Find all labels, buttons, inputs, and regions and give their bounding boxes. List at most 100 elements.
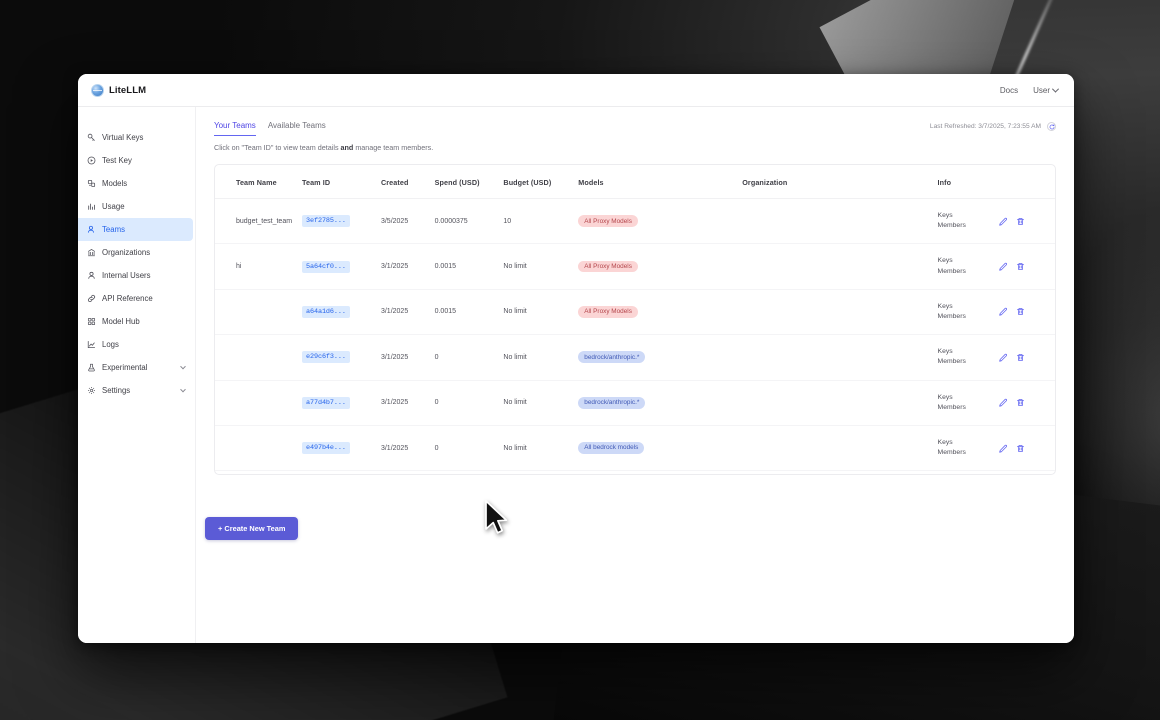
team-id-link[interactable]: a77d4b7... — [302, 396, 350, 409]
cell-actions — [998, 289, 1055, 336]
cell-budget: No limit — [503, 470, 579, 474]
row-actions — [998, 353, 1055, 362]
docs-link[interactable]: Docs — [999, 85, 1019, 95]
cell-models: All bedrock models — [578, 425, 743, 472]
sidebar-item-test-key[interactable]: Test Key — [78, 149, 193, 172]
teams-table-head: Team Name Team ID Created Spend (USD) Budget… — [215, 165, 1055, 199]
trash-icon[interactable] — [1016, 307, 1025, 316]
page-subtitle: Click on "Team ID" to view team details … — [214, 143, 1056, 152]
sidebar-item-virtual-keys[interactable]: Virtual Keys — [78, 126, 193, 149]
cell-info: Keys Members — [937, 334, 999, 381]
info-line[interactable]: Members — [937, 403, 966, 411]
cell-info: Keys Members — [937, 243, 999, 290]
info-line[interactable]: Keys — [937, 438, 953, 446]
trash-icon[interactable] — [1016, 217, 1025, 226]
sidebar-item-label: Virtual Keys — [102, 133, 144, 142]
line-chart-icon — [87, 340, 96, 349]
cell-spend: 0 — [434, 334, 504, 381]
sidebar-item-label: Teams — [102, 225, 125, 234]
flask-icon — [87, 363, 96, 372]
sidebar-item-models[interactable]: Models — [78, 172, 193, 195]
cell-spend: 0.0015 — [434, 470, 504, 474]
info-line[interactable]: Keys — [937, 212, 953, 219]
sidebar-item-label: Settings — [102, 386, 131, 395]
sidebar-item-model-hub[interactable]: Model Hub — [78, 310, 193, 333]
team-id-link[interactable]: e29c6f3... — [302, 351, 350, 364]
table-column-header: Spend (USD) — [434, 165, 504, 199]
team-id-link[interactable]: e497b4e... — [302, 442, 350, 455]
sidebar-nav: Virtual Keys Test Key Models Usage Teams Orga… — [78, 107, 196, 643]
sidebar-item-internal-users[interactable]: Internal Users — [78, 264, 193, 287]
cell-spend: 0.0015 — [434, 289, 504, 336]
stack-icon — [87, 179, 96, 188]
sidebar-item-logs[interactable]: Logs — [78, 333, 193, 356]
info-line[interactable]: Members — [937, 222, 966, 230]
tab-your-teams[interactable]: Your Teams — [214, 121, 256, 136]
team-id-link[interactable]: a64a1d6... — [302, 305, 350, 318]
sidebar-item-organizations[interactable]: Organizations — [78, 241, 193, 264]
info-line[interactable]: Keys — [937, 302, 953, 310]
sidebar-item-teams[interactable]: Teams — [78, 218, 193, 241]
user-menu[interactable]: User — [1033, 85, 1060, 95]
info-line[interactable]: Keys — [937, 348, 953, 356]
refresh-icon[interactable] — [1047, 122, 1056, 131]
edit-icon[interactable] — [998, 217, 1008, 226]
info-line[interactable]: Keys — [937, 393, 953, 401]
info-line[interactable]: Members — [937, 267, 966, 275]
cell-team-id: e29c6f3... — [302, 334, 381, 381]
table-row: a64a1d6... 3/1/2025 0.0015 No limit All Prox… — [215, 289, 1055, 336]
table-column-header: Team Name — [215, 165, 303, 199]
info-line[interactable]: Members — [937, 312, 966, 320]
cell-team-id: a77d4b7... — [302, 380, 381, 426]
cell-created: 3/5/2025 — [380, 198, 435, 245]
cell-actions — [998, 334, 1055, 381]
cell-organization — [742, 243, 938, 290]
cell-budget: No limit — [503, 380, 579, 426]
cell-created: 3/1/2025 — [380, 243, 435, 290]
cell-created: 3/1/2025 — [380, 289, 435, 336]
trash-icon[interactable] — [1016, 353, 1025, 362]
cell-actions — [998, 243, 1055, 290]
main-header: Your Teams Available Teams Last Refreshed… — [214, 121, 1056, 136]
info-line[interactable]: Members — [937, 358, 966, 366]
cell-organization — [742, 470, 938, 474]
sidebar-item-label: Usage — [102, 202, 125, 211]
team-id-link[interactable]: 5a64cf0... — [302, 260, 350, 273]
cell-organization — [742, 289, 938, 336]
edit-icon[interactable] — [998, 353, 1008, 362]
cell-team-id: 5132d23... — [302, 470, 381, 474]
create-new-team-button[interactable]: + Create New Team — [205, 517, 299, 540]
row-actions — [998, 398, 1055, 407]
cell-team-name: budget_test_team — [215, 198, 303, 245]
key-icon — [87, 133, 96, 142]
edit-icon[interactable] — [998, 398, 1008, 407]
brand[interactable]: LiteLLM — [91, 83, 146, 97]
cell-team-name — [215, 380, 303, 426]
edit-icon[interactable] — [998, 444, 1008, 453]
edit-icon[interactable] — [998, 307, 1008, 317]
table-column-header: Models — [578, 165, 743, 199]
sidebar-item-experimental[interactable]: Experimental — [78, 356, 193, 379]
trash-icon[interactable] — [1016, 444, 1025, 453]
trash-icon[interactable] — [1016, 398, 1025, 407]
model-badge: All Proxy Models — [578, 260, 638, 273]
sidebar-item-usage[interactable]: Usage — [78, 195, 193, 218]
table-row: e29c6f3... 3/1/2025 0 No limit bedrock/anthr… — [215, 334, 1055, 381]
team-id-link[interactable]: 3ef2785... — [302, 215, 350, 228]
info-line[interactable]: Keys — [937, 257, 953, 265]
edit-icon[interactable] — [998, 262, 1008, 271]
cell-team-name — [215, 470, 303, 474]
tab-available-teams[interactable]: Available Teams — [267, 121, 326, 130]
teams-table-body: budget_test_team 3ef2785... 3/5/2025 0.0000… — [215, 198, 1055, 474]
sidebar-item-api-reference[interactable]: API Reference — [78, 287, 193, 310]
cell-models: gpt-4 — [578, 470, 743, 474]
trash-icon[interactable] — [1016, 262, 1025, 271]
info-line[interactable]: Members — [937, 449, 966, 457]
cell-models: All Proxy Models — [578, 198, 743, 245]
chevron-down-icon — [180, 386, 186, 392]
cell-models: All Proxy Models — [578, 243, 743, 290]
model-badge: All Proxy Models — [578, 306, 638, 318]
sidebar-item-settings[interactable]: Settings — [78, 379, 193, 402]
